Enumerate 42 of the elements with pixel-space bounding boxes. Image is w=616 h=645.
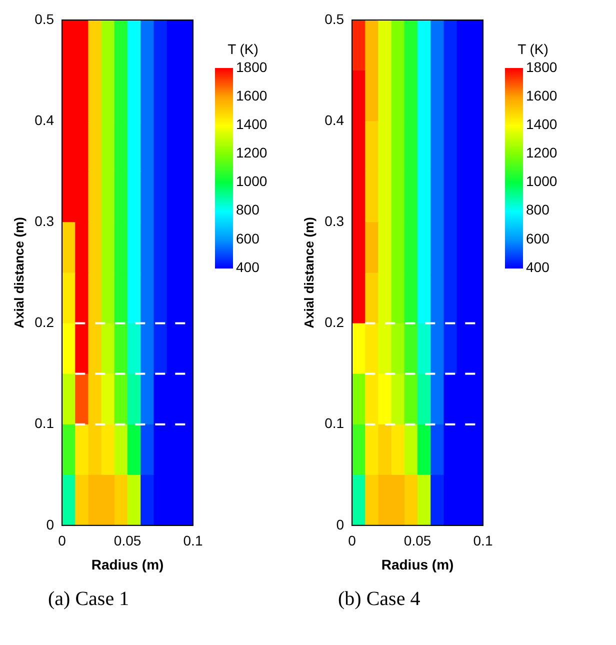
x-tick-label: 0.05 xyxy=(404,532,432,549)
color-bar-title: T (K) xyxy=(518,40,548,57)
color-bar-label: 800 xyxy=(526,202,550,218)
color-bar-label: 800 xyxy=(236,202,260,218)
color-bar-label: 600 xyxy=(526,230,550,246)
color-bar-label: 600 xyxy=(236,230,260,246)
text: (b) Case 4 xyxy=(338,588,420,611)
y-tick-label: 0 xyxy=(336,516,344,532)
y-tick-label: 0.5 xyxy=(324,10,344,27)
y-tick-label: 0.2 xyxy=(34,314,54,330)
y-axis-title: Axial distance (m) xyxy=(301,217,316,328)
y-tick-label: 0.4 xyxy=(34,112,54,128)
color-bar-label: 1400 xyxy=(236,116,268,132)
x-tick-label: 0.05 xyxy=(114,532,142,549)
color-bar-label: 1600 xyxy=(526,87,558,104)
y-tick-label: 0.4 xyxy=(324,112,344,128)
x-tick-label: 0 xyxy=(58,532,66,549)
x-axis-title: Radius (m) xyxy=(91,556,164,572)
color-bar-label: 1000 xyxy=(526,173,558,190)
y-tick-label: 0.3 xyxy=(34,213,54,230)
y-tick-label: 0.5 xyxy=(34,10,54,27)
y-axis-title: Axial distance (m) xyxy=(11,217,26,328)
y-tick-label: 0 xyxy=(46,516,54,532)
color-bar-label: 1200 xyxy=(526,144,558,161)
color-bar-title: T (K) xyxy=(228,40,258,57)
color-bar-label: 1000 xyxy=(236,173,268,190)
color-bar-label: 400 xyxy=(526,258,550,275)
color-bar-label: 1200 xyxy=(236,144,268,161)
color-bar-label: 1800 xyxy=(526,58,558,75)
y-tick-label: 0.1 xyxy=(324,415,344,432)
text: (a) Case 1 xyxy=(48,588,130,611)
x-tick-label: 0 xyxy=(348,532,356,549)
color-bar-label: 1400 xyxy=(526,116,558,132)
x-tick-label: 0.1 xyxy=(473,532,493,549)
color-bar-label: 1600 xyxy=(236,87,268,104)
y-tick-label: 0.2 xyxy=(324,314,344,330)
y-tick-label: 0.1 xyxy=(34,415,54,432)
color-bar-label: 1800 xyxy=(236,58,268,75)
x-axis-title: Radius (m) xyxy=(381,556,454,572)
x-tick-label: 0.1 xyxy=(183,532,203,549)
color-bar-label: 400 xyxy=(236,258,260,275)
y-tick-label: 0.3 xyxy=(324,213,344,230)
